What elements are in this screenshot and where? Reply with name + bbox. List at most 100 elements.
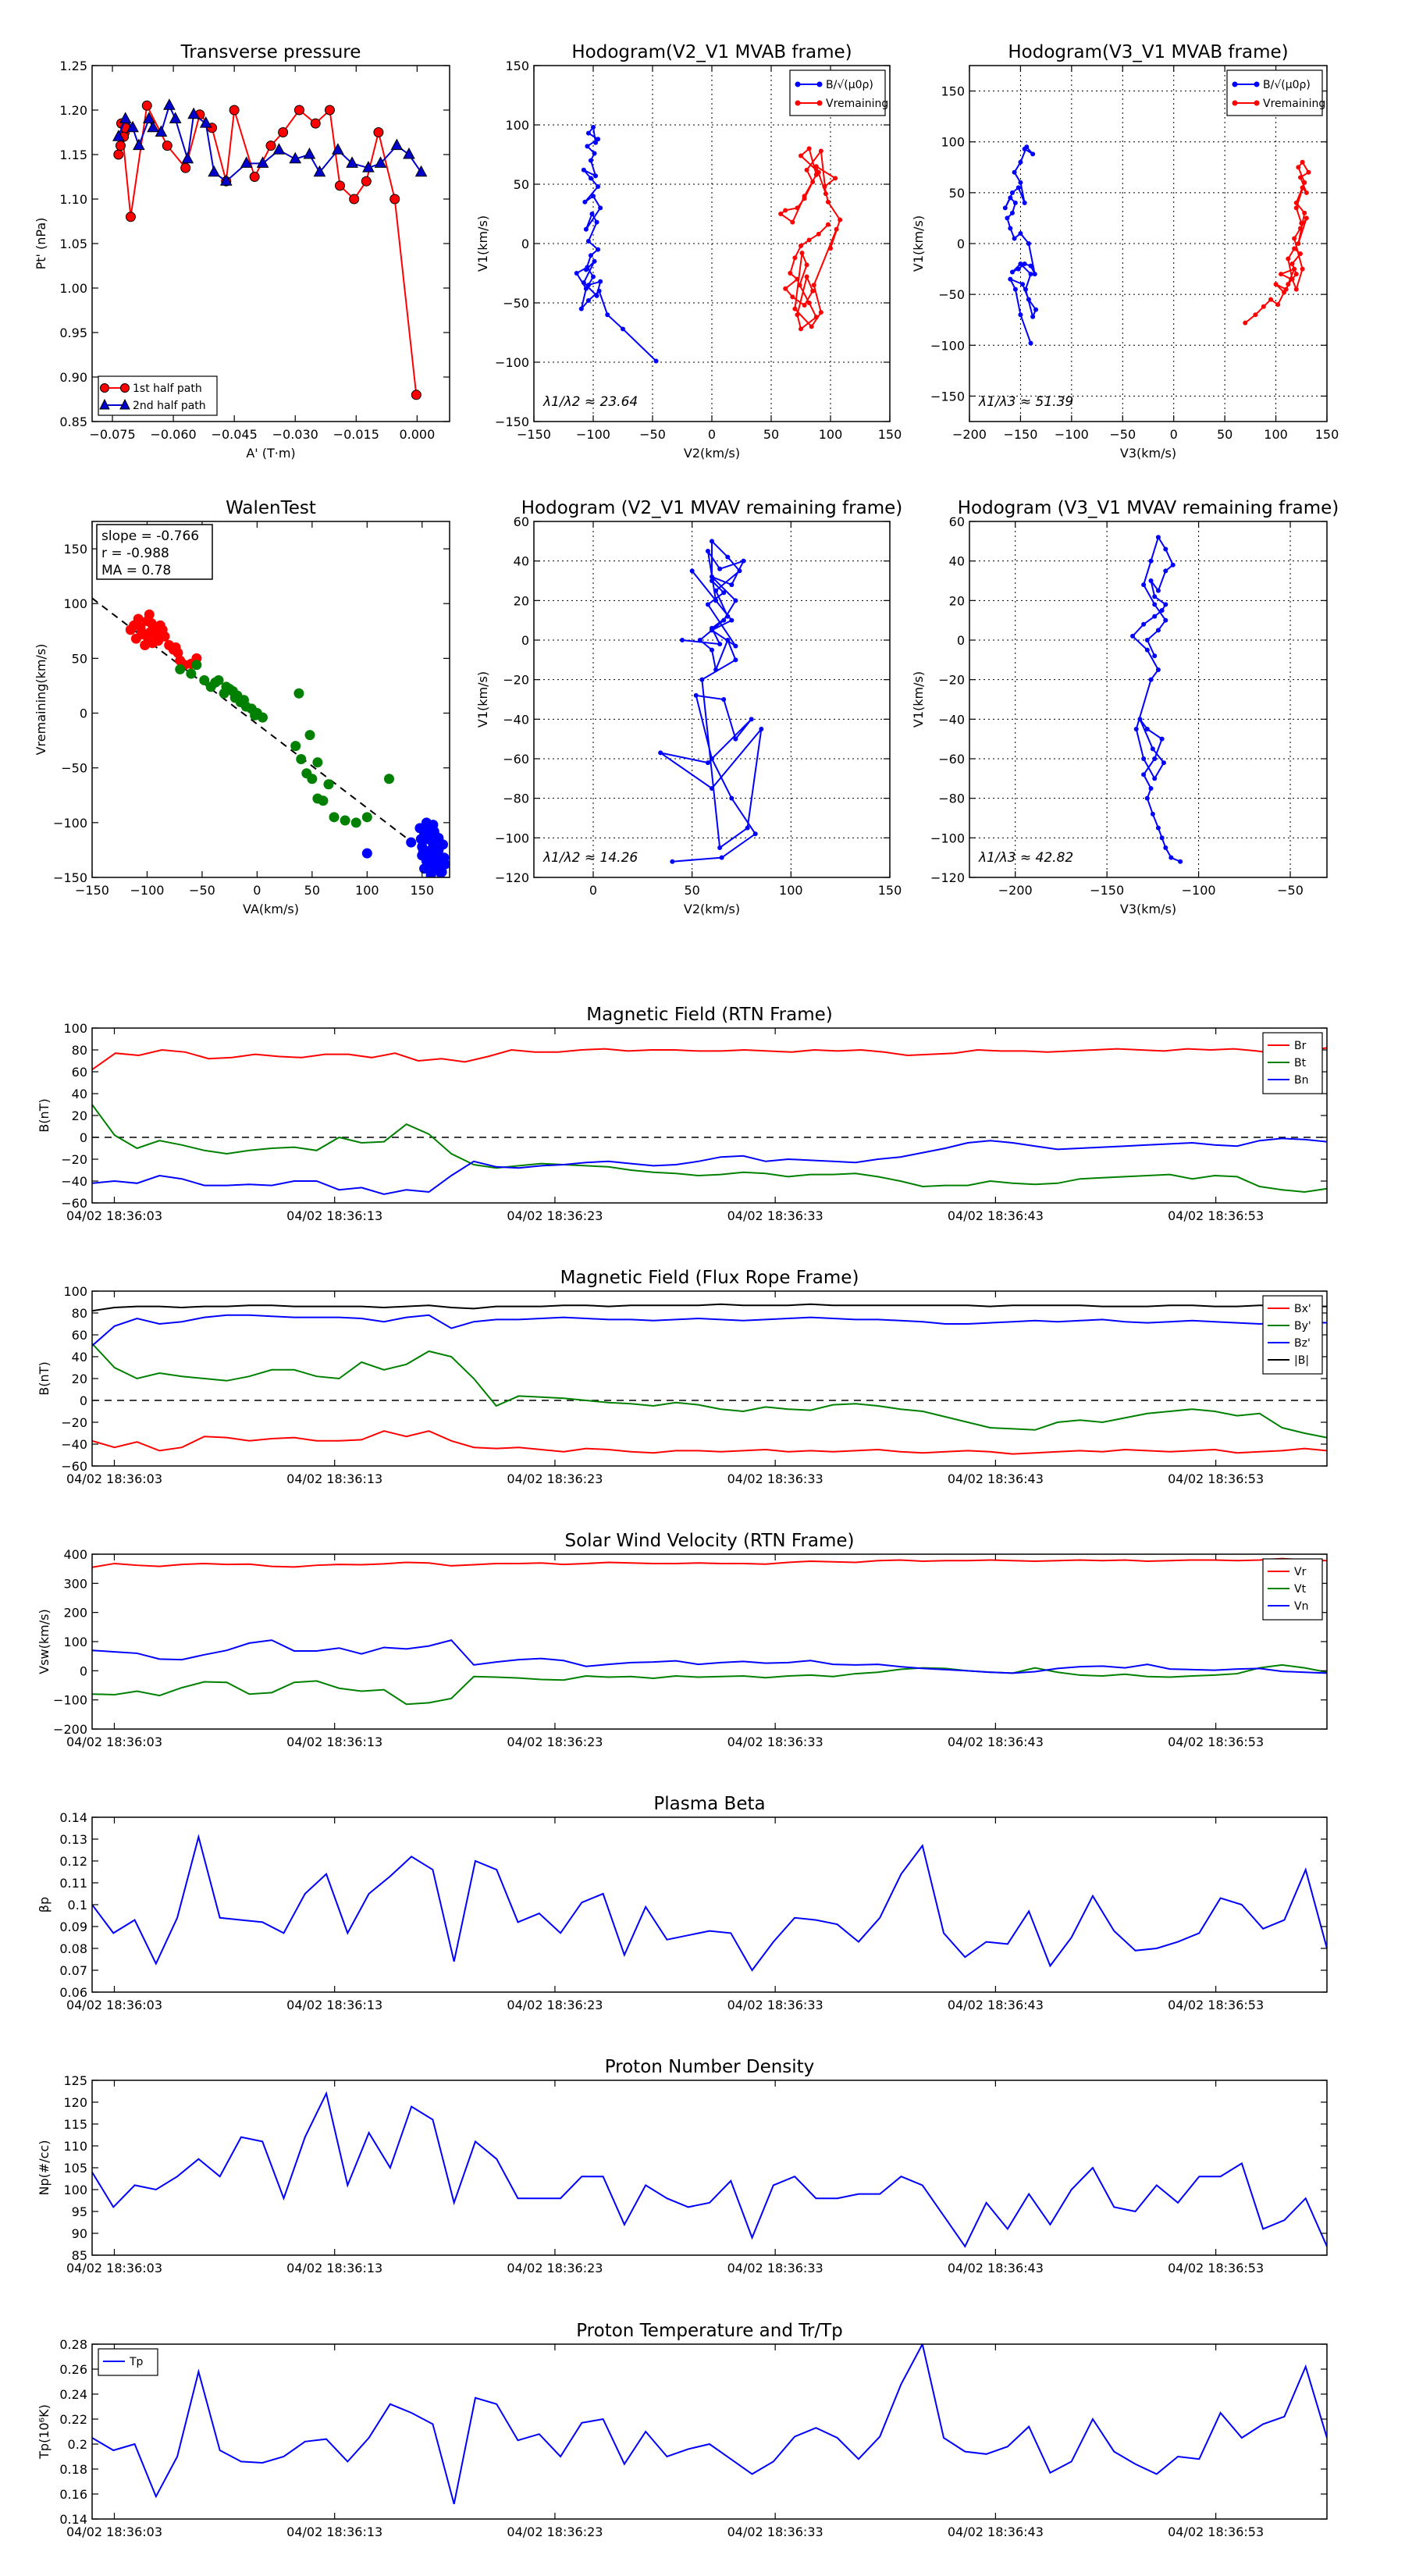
data-point xyxy=(112,130,125,141)
data-point xyxy=(304,730,315,741)
x-tick-label: 04/02 18:36:23 xyxy=(507,2524,603,2539)
data-point xyxy=(1286,282,1291,287)
x-tick-label: 0 xyxy=(253,883,261,898)
x-tick-label: −100 xyxy=(576,427,610,442)
data-point xyxy=(729,582,735,588)
x-tick-label: 150 xyxy=(878,427,902,442)
data-point xyxy=(1018,262,1023,267)
x-tick-label: 150 xyxy=(410,883,434,898)
data-point xyxy=(710,625,714,631)
data-point xyxy=(1155,628,1161,633)
legend-label: Tp xyxy=(129,2356,144,2368)
data-point xyxy=(115,141,126,151)
plot-area xyxy=(92,2090,1327,2248)
data-point xyxy=(1293,200,1299,205)
y-tick-label: 100 xyxy=(63,1284,87,1299)
data-point xyxy=(795,312,800,318)
data-point xyxy=(1163,617,1168,623)
data-point xyxy=(792,306,798,311)
x-axis-label: V2(km/s) xyxy=(684,902,740,916)
data-point xyxy=(240,156,253,168)
chart-title: Hodogram(V2_V1 MVAB frame) xyxy=(571,42,852,62)
x-tick-label: −0.015 xyxy=(333,427,379,442)
stats-line: slope = -0.766 xyxy=(101,528,199,544)
data-point xyxy=(428,820,439,831)
data-point xyxy=(795,276,800,282)
series-line xyxy=(92,1639,1327,1674)
x-tick-label: −0.060 xyxy=(150,427,196,442)
data-point xyxy=(229,105,240,116)
data-point xyxy=(670,859,675,864)
y-tick-label: 100 xyxy=(63,596,87,611)
legend-marker xyxy=(795,100,801,106)
data-point xyxy=(329,812,340,823)
data-point xyxy=(175,664,186,674)
y-tick-label: 20 xyxy=(949,593,965,608)
data-point xyxy=(1002,205,1008,211)
chart-title: Proton Number Density xyxy=(605,2057,815,2077)
y-tick-label: −40 xyxy=(938,712,965,727)
data-point xyxy=(1144,647,1150,653)
hodogram-v3-v1-mvav: −200 −150 −100 −50−120−100−80−60−40−2002040… xyxy=(911,498,1339,916)
data-point xyxy=(310,118,321,129)
data-point xyxy=(1148,786,1154,791)
x-tick-label: 04/02 18:36:03 xyxy=(66,1471,162,1486)
data-point xyxy=(705,760,710,766)
y-tick-label: 1.25 xyxy=(59,59,87,73)
data-point xyxy=(1018,230,1023,236)
data-point xyxy=(1150,746,1155,752)
y-axis-label: V1(km/s) xyxy=(475,671,490,728)
data-point xyxy=(1152,653,1158,659)
x-tick-label: 04/02 18:36:13 xyxy=(286,1998,382,2012)
data-point xyxy=(126,120,139,133)
data-point xyxy=(1155,667,1161,672)
data-point xyxy=(806,146,812,151)
data-point xyxy=(143,112,155,123)
data-point xyxy=(834,226,839,232)
data-point xyxy=(141,100,152,111)
axes-frame xyxy=(969,521,1328,878)
data-point xyxy=(578,306,584,311)
data-point xyxy=(221,681,232,692)
x-tick-label: 04/02 18:36:03 xyxy=(66,1735,162,1749)
data-point xyxy=(797,283,802,288)
y-tick-label: −80 xyxy=(503,792,529,806)
data-point xyxy=(596,247,601,252)
chart-title: Plasma Beta xyxy=(653,1794,765,1814)
plot-area xyxy=(1002,144,1311,346)
x-tick-label: −150 xyxy=(75,883,109,898)
data-point xyxy=(813,164,819,169)
data-point xyxy=(1008,195,1013,201)
x-axis-label: A' (T·m) xyxy=(246,446,295,461)
data-point xyxy=(588,158,593,163)
series-line xyxy=(92,1137,1327,1195)
x-tick-label: 04/02 18:36:53 xyxy=(1168,1998,1264,2012)
y-tick-label: −50 xyxy=(938,287,965,302)
data-point xyxy=(1299,220,1304,226)
data-point xyxy=(1012,286,1018,292)
data-point xyxy=(1148,578,1154,583)
data-point xyxy=(250,710,261,720)
data-point xyxy=(810,288,816,294)
data-point xyxy=(1300,159,1305,165)
data-point xyxy=(1012,200,1018,205)
data-point xyxy=(1137,717,1143,722)
y-tick-label: −60 xyxy=(61,1196,87,1211)
y-tick-label: 0 xyxy=(521,237,529,251)
data-point xyxy=(162,141,173,151)
x-tick-label: 0 xyxy=(708,427,716,442)
y-tick-label: 400 xyxy=(63,1547,87,1562)
walen-test: −150 −100 −50 0 50 100 150 −150 −100 −50 0 50 100 150… xyxy=(34,498,450,916)
data-point xyxy=(155,125,168,137)
data-point xyxy=(809,324,814,329)
y-axis-label: Tp(10⁶K) xyxy=(37,2404,52,2460)
x-tick-label: 04/02 18:36:53 xyxy=(1168,1735,1264,1749)
y-tick-label: 0.14 xyxy=(59,1810,87,1825)
data-point xyxy=(1292,246,1297,251)
x-tick-label: −100 xyxy=(1055,427,1089,442)
data-point xyxy=(426,856,437,866)
x-tick-label: −150 xyxy=(1003,427,1037,442)
data-point xyxy=(1016,185,1021,190)
x-tick-label: 04/02 18:36:43 xyxy=(948,1735,1044,1749)
data-point xyxy=(147,120,159,133)
